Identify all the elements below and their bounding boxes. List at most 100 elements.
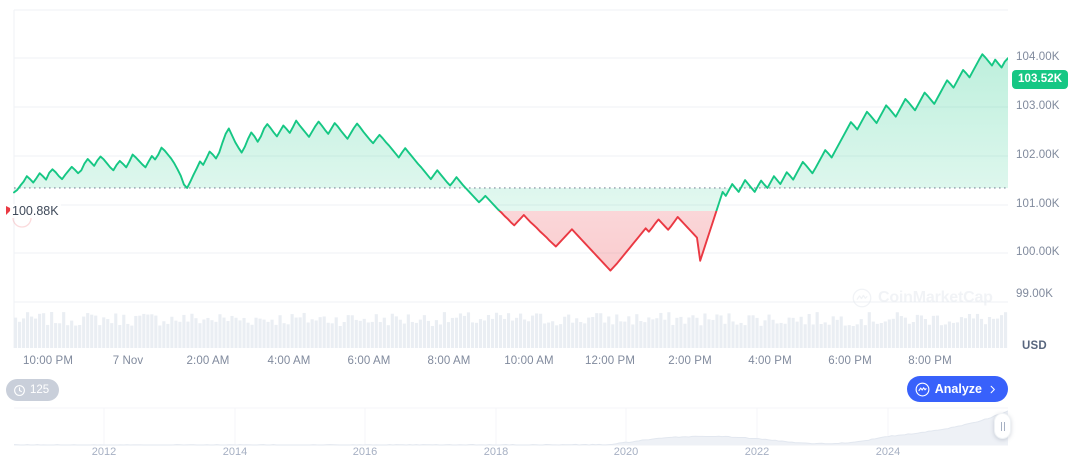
volume-bar <box>531 315 535 348</box>
volume-bar <box>434 320 438 348</box>
volume-bar <box>502 318 507 348</box>
navigator-svg[interactable] <box>0 405 1008 470</box>
volume-bar <box>134 315 138 348</box>
volume-bar <box>523 319 527 348</box>
volume-bar <box>378 322 382 348</box>
navigator-right-handle[interactable] <box>994 413 1011 439</box>
volume-bar <box>398 319 402 348</box>
volume-bar <box>126 323 130 348</box>
volume-bar <box>731 321 735 348</box>
volume-bar <box>527 321 531 348</box>
history-count-badge[interactable]: 125 <box>6 379 60 401</box>
volume-bar <box>210 320 214 348</box>
volume-bar <box>587 317 591 348</box>
volume-bar <box>979 318 984 348</box>
volume-bar <box>330 323 334 348</box>
volume-bar <box>703 313 707 348</box>
volume-bar <box>238 320 242 348</box>
volume-bar <box>118 325 122 348</box>
volume-bar <box>266 321 270 348</box>
volume-bar <box>354 319 358 348</box>
navigator-tick-label: 2018 <box>483 446 509 458</box>
volume-bar <box>438 324 442 348</box>
volume-bar <box>198 323 202 348</box>
volume-bar <box>26 312 30 348</box>
volume-bar <box>819 324 823 348</box>
volume-bar <box>867 312 871 348</box>
volume-bar <box>795 321 799 348</box>
volume-bar <box>46 324 50 348</box>
volume-bar <box>150 314 154 348</box>
volume-bar <box>711 319 715 348</box>
volume-bar <box>246 322 250 348</box>
volume-bar <box>743 325 747 348</box>
volume-bar <box>58 323 62 348</box>
volume-bar <box>70 320 74 348</box>
price-chart-svg[interactable] <box>0 0 1008 348</box>
grip-line <box>1000 421 1002 431</box>
volume-bar <box>779 322 783 348</box>
volume-bar <box>30 316 34 348</box>
volume-bar <box>366 322 370 348</box>
volume-bar <box>142 313 146 348</box>
volume-bar <box>1003 312 1008 348</box>
baseline-price-label: 100.88K <box>10 204 61 218</box>
volume-bar <box>663 319 667 348</box>
volume-bar <box>643 322 647 348</box>
analyze-button-label: Analyze <box>934 382 982 396</box>
volume-bar <box>871 321 875 348</box>
volume-bar <box>254 317 258 348</box>
volume-bar <box>258 318 262 348</box>
volume-bar <box>182 314 186 348</box>
volume-bar <box>759 325 763 348</box>
x-tick-label: 10:00 PM <box>22 355 74 367</box>
volume-bar <box>615 314 619 348</box>
main-chart-plot[interactable]: 100.88K CoinMarketCap <box>0 0 1008 348</box>
volume-bar <box>771 319 775 348</box>
volume-bar <box>318 317 322 348</box>
volume-bar <box>326 322 330 348</box>
volume-bar <box>114 313 118 348</box>
volume-bar <box>386 325 390 348</box>
volume-bar <box>226 321 230 348</box>
volume-bar <box>963 318 968 348</box>
volume-bar <box>755 317 759 348</box>
y-tick-label: 103.00K <box>1016 100 1060 112</box>
volume-bar <box>923 319 927 348</box>
volume-bar <box>410 321 414 348</box>
volume-bar <box>414 322 418 348</box>
volume-bar <box>907 323 911 348</box>
volume-bar <box>631 324 635 348</box>
navigator-tick-label: 2012 <box>91 446 117 458</box>
current-price-badge: 103.52K <box>1012 70 1069 89</box>
volume-bar <box>687 317 691 348</box>
volume-bar <box>222 317 226 348</box>
volume-bar <box>458 313 463 348</box>
volume-bar <box>218 314 222 348</box>
volume-bar <box>62 312 66 348</box>
volume-bar <box>486 314 491 348</box>
volume-bar <box>611 324 615 348</box>
volume-bar <box>791 317 795 348</box>
volume-bar <box>54 323 58 348</box>
volume-bar <box>22 318 26 348</box>
volume-bar <box>250 324 254 348</box>
volume-bar <box>370 321 374 348</box>
navigator-tick-label: 2024 <box>875 446 901 458</box>
range-navigator[interactable]: 2012 2014 2016 2018 2020 2022 2024 <box>0 405 1008 470</box>
analyze-button[interactable]: Analyze <box>906 376 1008 402</box>
volume-bar <box>94 315 98 348</box>
volume-bar <box>106 319 110 348</box>
volume-bar <box>891 318 895 348</box>
volume-bar <box>591 317 595 348</box>
volume-bar <box>446 322 450 348</box>
volume-bar <box>382 317 386 348</box>
volume-bar <box>470 322 475 348</box>
volume-bar <box>995 318 1000 348</box>
navigator-tick-label: 2016 <box>352 446 378 458</box>
volume-bar <box>490 318 495 348</box>
volume-bar <box>639 321 643 348</box>
volume-bar <box>194 318 198 348</box>
volume-bar <box>206 317 210 348</box>
volume-bar <box>338 325 342 348</box>
